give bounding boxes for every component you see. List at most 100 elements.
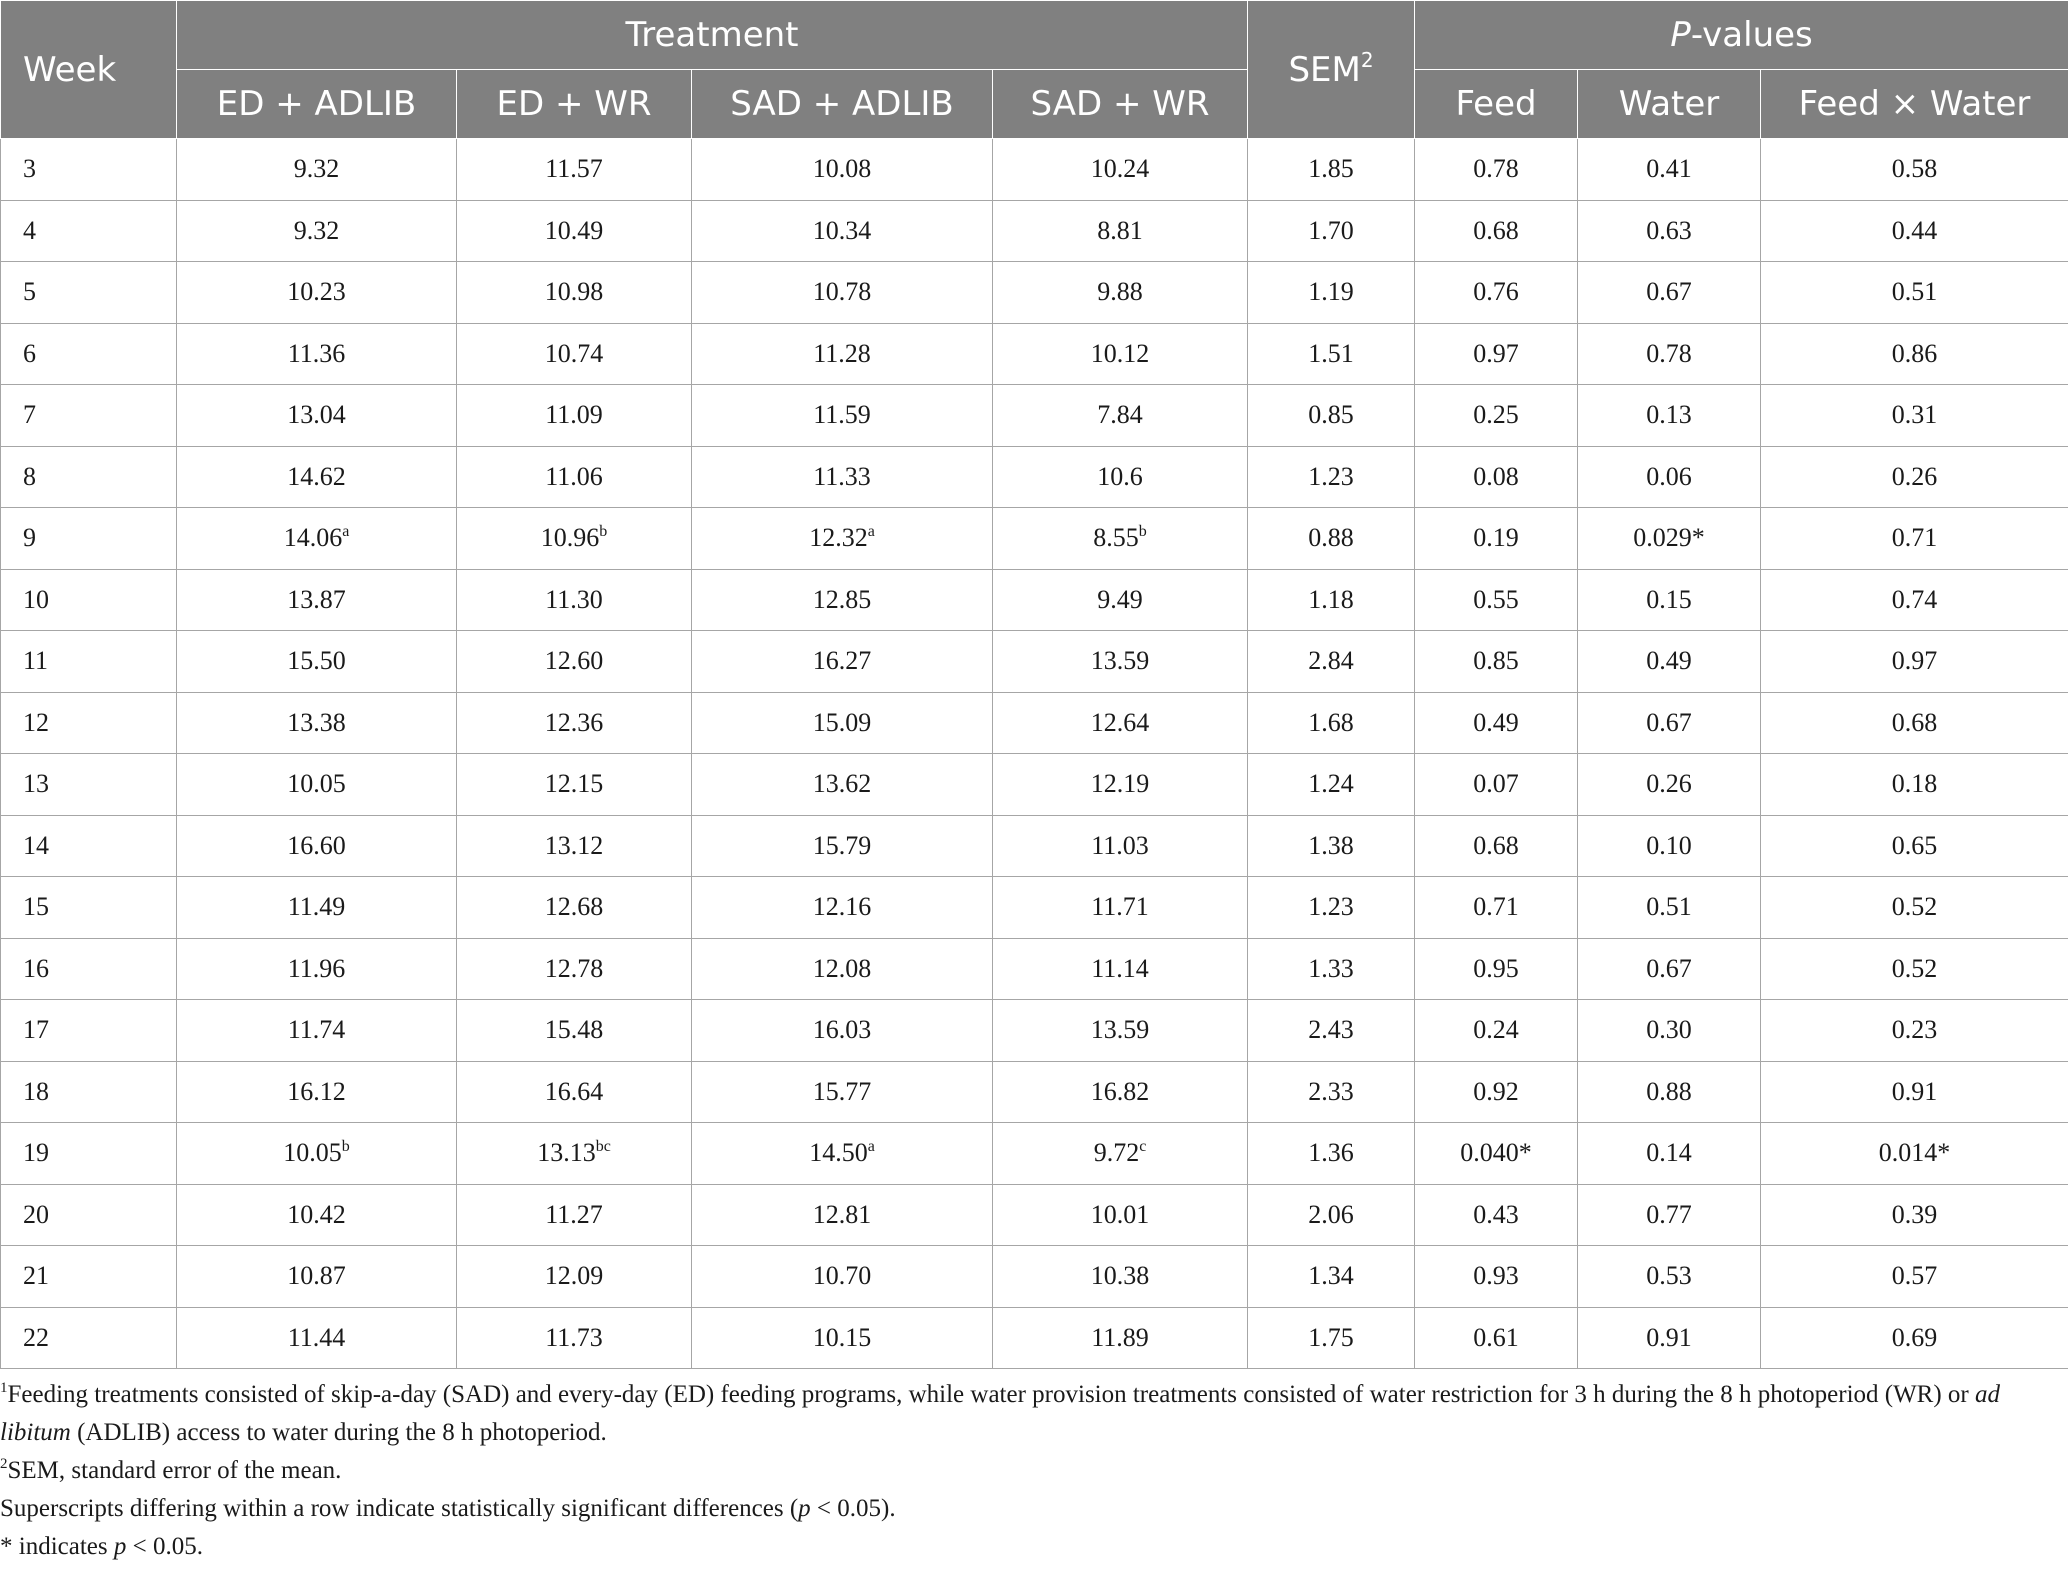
table-footnotes: 1Feeding treatments consisted of skip-a-… (0, 1376, 2050, 1566)
pvalue-cell: 0.68 (1414, 815, 1579, 877)
treatment-value-cell: 12.64 (992, 692, 1249, 754)
pvalues-header: P-values (1414, 0, 2068, 70)
pvalue-cell: 0.97 (1414, 323, 1579, 385)
treatment-value-cell: 11.27 (456, 1184, 692, 1246)
table-body: 3 9.32 11.57 10.08 10.24 1.85 0.78 0.41 0.58 4 9.3… (0, 138, 2068, 1369)
treatment-value-cell: 10.12 (992, 323, 1249, 385)
treatment-value-cell: 12.19 (992, 753, 1249, 816)
treatment-value-cell: 13.04 (176, 384, 457, 447)
sem-cell: 1.38 (1247, 815, 1416, 877)
pvalue-cell: 0.69 (1760, 1307, 2068, 1369)
pvalue-cell: 0.74 (1760, 569, 2068, 631)
treatment-value-cell: 10.87 (176, 1245, 457, 1308)
treatment-value-cell: 10.08 (691, 138, 993, 201)
pvalue-cell: 0.07 (1414, 753, 1579, 816)
significance-superscript: b (599, 523, 608, 541)
week-cell: 16 (0, 938, 177, 1000)
treatment-value-cell: 9.32 (176, 138, 457, 201)
pvalue-cell: 0.19 (1414, 507, 1579, 570)
pvalue-cell: 0.92 (1414, 1061, 1579, 1123)
week-cell: 4 (0, 200, 177, 262)
table-row: 16 11.96 12.78 12.08 11.14 1.33 0.95 0.67 0.52 (0, 938, 2068, 1000)
treatment-value-cell: 10.05 (176, 753, 457, 816)
pvalue-cell: 0.06 (1577, 446, 1762, 508)
treatment-value-cell: 10.01 (992, 1184, 1249, 1246)
footnote-2: 2SEM, standard error of the mean. (0, 1456, 342, 1485)
week-cell: 6 (0, 323, 177, 385)
treatment-value-cell: 10.74 (456, 323, 692, 385)
week-cell: 9 (0, 507, 177, 570)
pvalue-cell: 0.91 (1760, 1061, 2068, 1123)
significance-superscript: bc (595, 1138, 611, 1156)
week-cell: 5 (0, 261, 177, 324)
pvalue-cell: 0.24 (1414, 999, 1579, 1062)
treatment-value-cell: 11.89 (992, 1307, 1249, 1369)
pvalue-cell: 0.86 (1760, 323, 2068, 385)
treatment-value-cell: 14.50a (691, 1122, 993, 1185)
treatment-value-cell: 11.44 (176, 1307, 457, 1369)
treatment-value-cell: 13.13bc (456, 1122, 692, 1185)
treatment-value-cell: 10.42 (176, 1184, 457, 1246)
treatment-value-cell: 10.34 (691, 200, 993, 262)
treatment-value-cell: 11.36 (176, 323, 457, 385)
treatment-value-cell: 12.36 (456, 692, 692, 754)
sem-cell: 1.24 (1247, 753, 1416, 816)
treatment-value-cell: 16.12 (176, 1061, 457, 1123)
treatment-value-cell: 11.30 (456, 569, 692, 631)
treatment-value-cell: 10.15 (691, 1307, 993, 1369)
significance-superscript: a (342, 523, 350, 541)
pvalue-cell: 0.68 (1414, 200, 1579, 262)
treatment-value-cell: 9.72c (992, 1122, 1249, 1185)
week-cell: 19 (0, 1122, 177, 1185)
pvalue-cell: 0.52 (1760, 876, 2068, 939)
treatment-value-cell: 13.59 (992, 999, 1249, 1062)
treatment-value-cell: 11.33 (691, 446, 993, 508)
pvalue-cell: 0.61 (1414, 1307, 1579, 1369)
sem-cell: 1.51 (1247, 323, 1416, 385)
significance-superscript: c (1139, 1138, 1147, 1156)
week-header: Week (0, 0, 177, 139)
treatment-value-cell: 14.06a (176, 507, 457, 570)
treatment-value-cell: 12.78 (456, 938, 692, 1000)
pvalue-cell: 0.18 (1760, 753, 2068, 816)
pvalue-cell: 0.39 (1760, 1184, 2068, 1246)
treatment-value-cell: 13.12 (456, 815, 692, 877)
table-row: 6 11.36 10.74 11.28 10.12 1.51 0.97 0.78 0.86 (0, 323, 2068, 385)
treatment-value-cell: 10.24 (992, 138, 1249, 201)
treatment-value-cell: 8.55b (992, 507, 1249, 570)
pvalue-cell: 0.44 (1760, 200, 2068, 262)
pvalue-cell: 0.43 (1414, 1184, 1579, 1246)
treatment-value-cell: 11.14 (992, 938, 1249, 1000)
table-row: 22 11.44 11.73 10.15 11.89 1.75 0.61 0.91 0.69 (0, 1307, 2068, 1369)
table-row: 11 15.50 12.60 16.27 13.59 2.84 0.85 0.49 0.97 (0, 630, 2068, 693)
sem-cell: 1.36 (1247, 1122, 1416, 1185)
pvalue-cell: 0.57 (1760, 1245, 2068, 1308)
treatment-value-cell: 13.62 (691, 753, 993, 816)
sem-cell: 1.85 (1247, 138, 1416, 201)
pvalue-cell: 0.25 (1414, 384, 1579, 447)
treatment-value-cell: 10.05b (176, 1122, 457, 1185)
treatment-value-cell: 12.68 (456, 876, 692, 939)
treatment-value-cell: 15.77 (691, 1061, 993, 1123)
sem-cell: 2.84 (1247, 630, 1416, 693)
pvalue-cell: 0.88 (1577, 1061, 1762, 1123)
treatment-value-cell: 10.23 (176, 261, 457, 324)
pvalue-cell: 0.51 (1760, 261, 2068, 324)
sem-cell: 2.06 (1247, 1184, 1416, 1246)
pvalue-cell: 0.78 (1414, 138, 1579, 201)
sem-cell: 1.18 (1247, 569, 1416, 631)
table-row: 18 16.12 16.64 15.77 16.82 2.33 0.92 0.88 0.91 (0, 1061, 2068, 1123)
pvalue-cell: 0.91 (1577, 1307, 1762, 1369)
pvalue-col-water: Water (1577, 69, 1762, 139)
treatment-value-cell: 12.32a (691, 507, 993, 570)
pvalue-cell: 0.85 (1414, 630, 1579, 693)
table-row: 21 10.87 12.09 10.70 10.38 1.34 0.93 0.53 0.57 (0, 1245, 2068, 1308)
table-row: 17 11.74 15.48 16.03 13.59 2.43 0.24 0.30 0.23 (0, 999, 2068, 1062)
table-row: 7 13.04 11.09 11.59 7.84 0.85 0.25 0.13 0.31 (0, 384, 2068, 447)
week-cell: 17 (0, 999, 177, 1062)
pvalue-cell: 0.52 (1760, 938, 2068, 1000)
treatment-value-cell: 12.09 (456, 1245, 692, 1308)
pvalue-cell: 0.51 (1577, 876, 1762, 939)
week-cell: 15 (0, 876, 177, 939)
treatment-value-cell: 13.59 (992, 630, 1249, 693)
